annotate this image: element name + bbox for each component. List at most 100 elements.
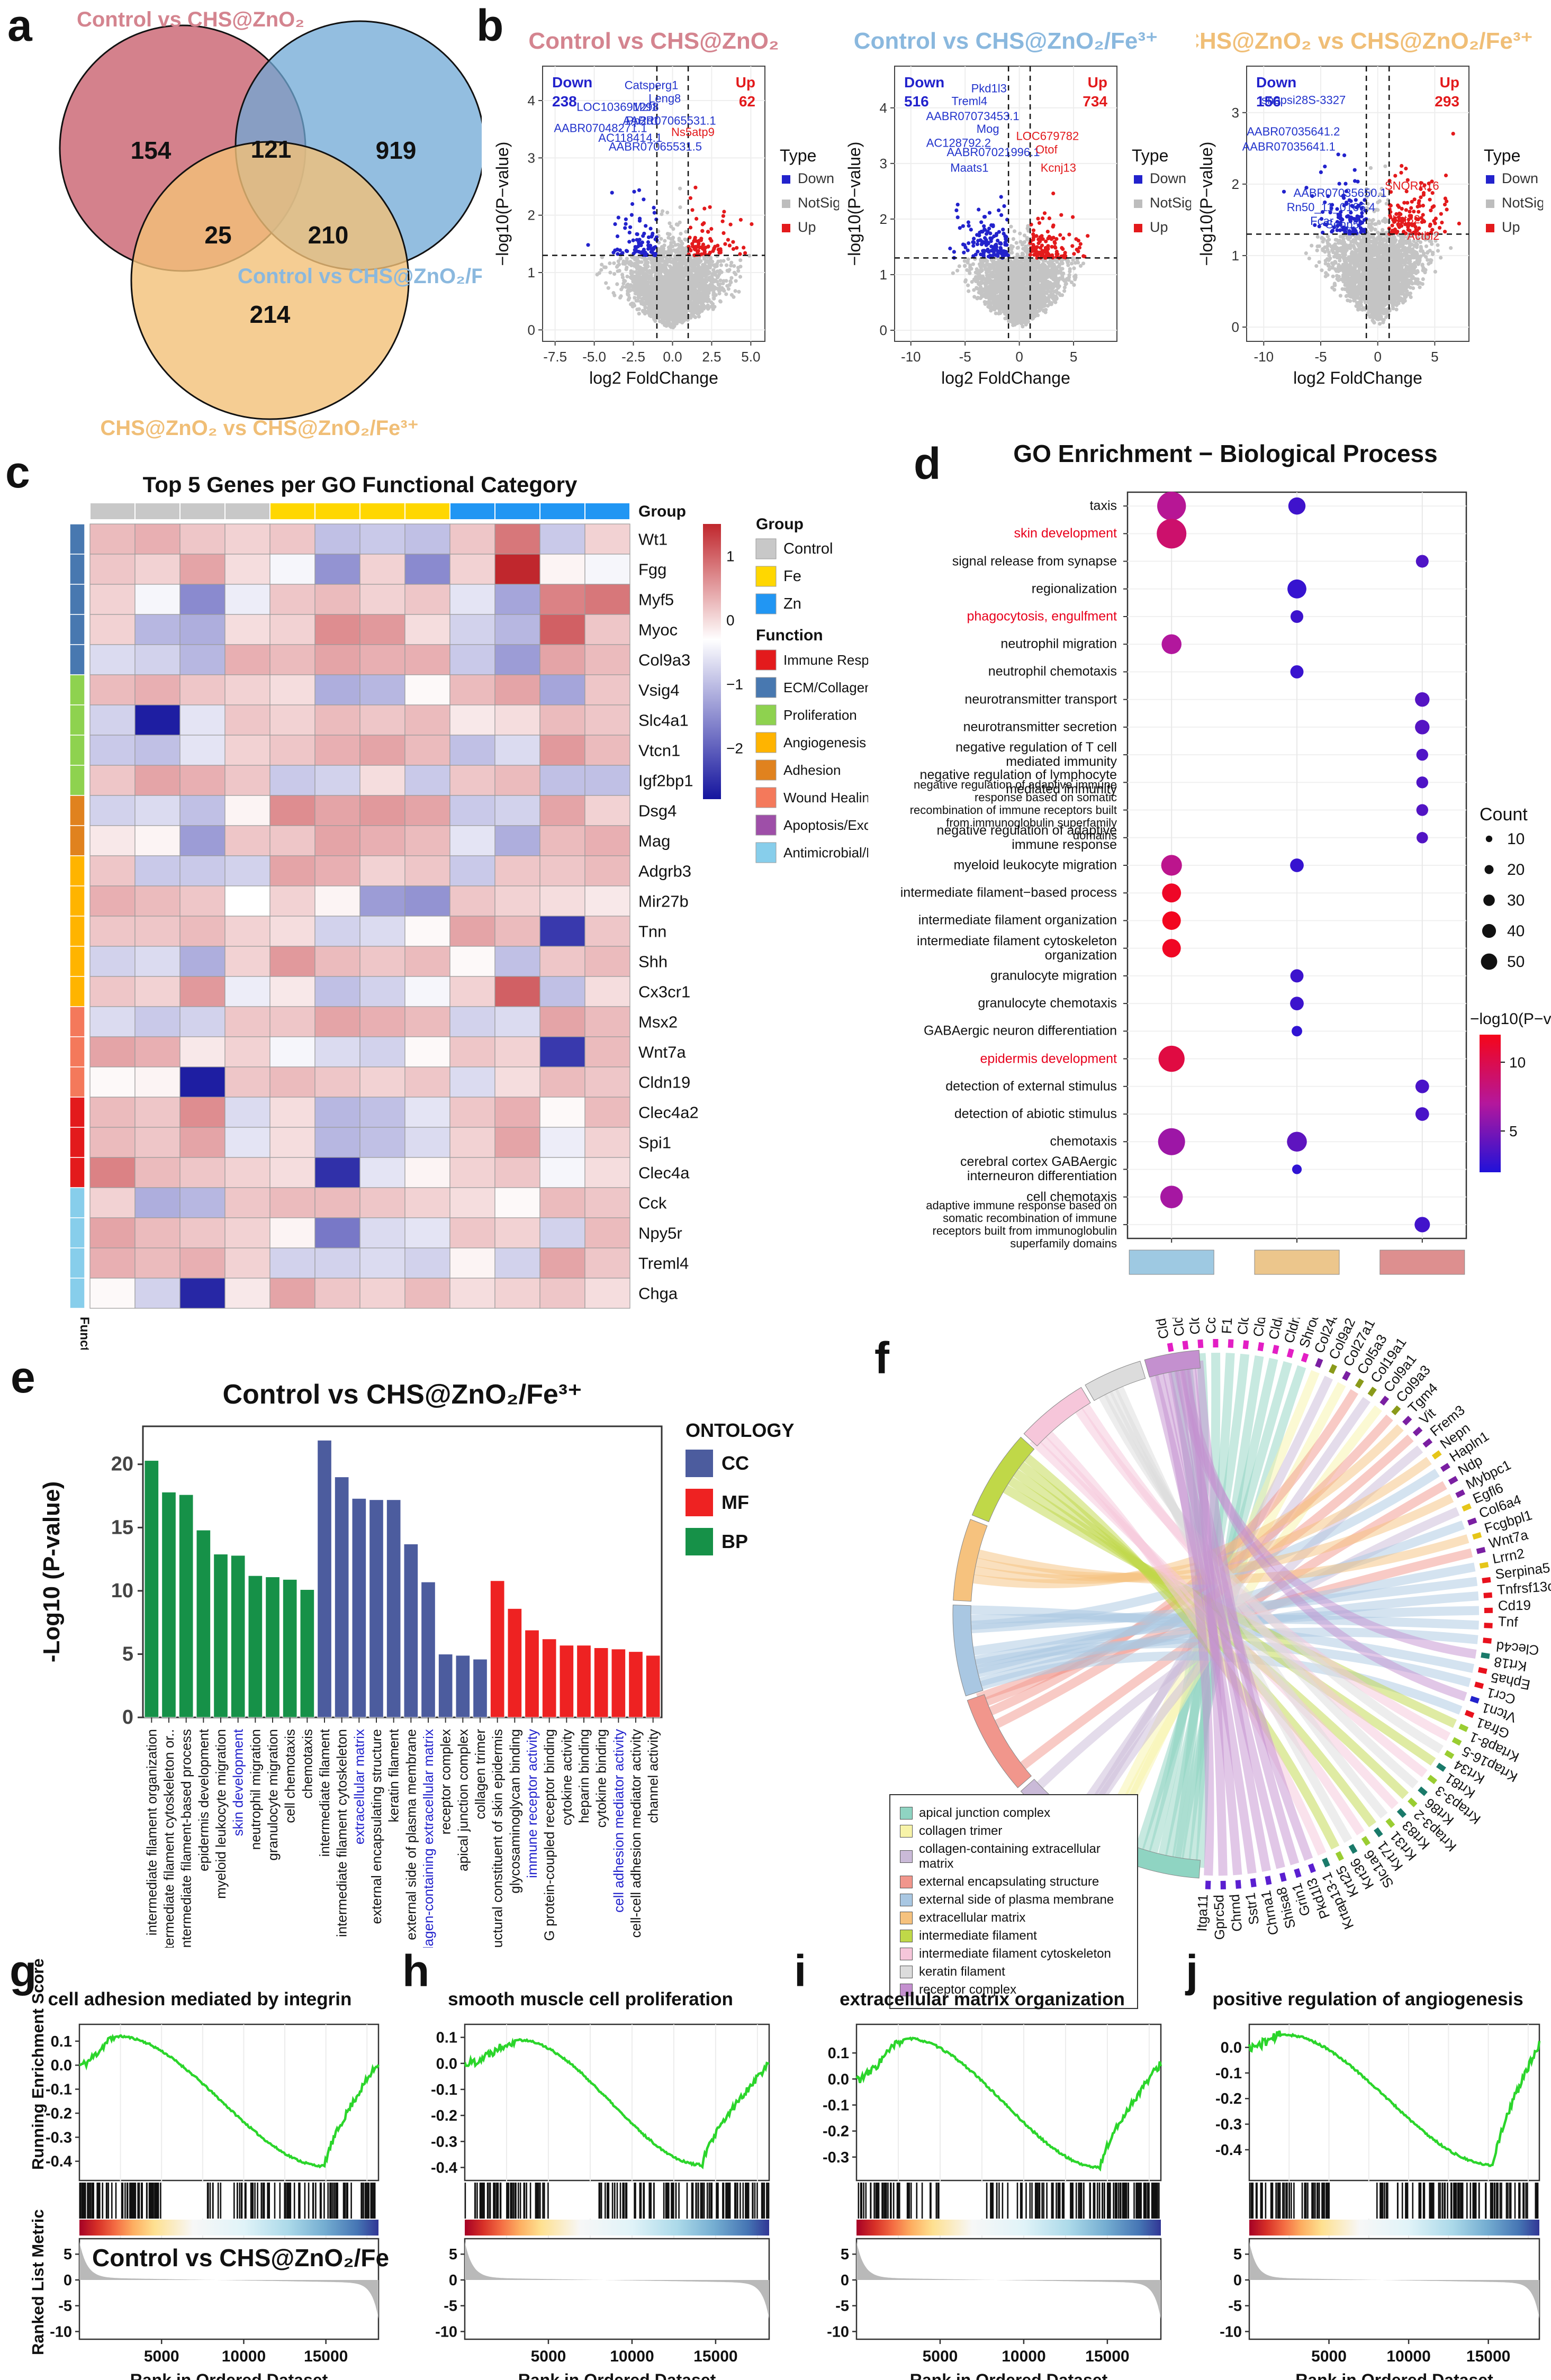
heatmap-gene-label: Fgg [638, 560, 666, 579]
panel-label-i: i [794, 1946, 807, 1996]
chord-gene-label: Ccdc85a [1203, 1318, 1219, 1334]
panel-label-c: c [5, 447, 30, 497]
legend-item-label: Down [1150, 170, 1186, 186]
gsea-x-tick: 10000 [1002, 2348, 1045, 2365]
dotplot-category-label: granulocyte migration [990, 968, 1117, 983]
chord-gene-label: Chrnd [1227, 1894, 1245, 1932]
heatmap-gene-label: Spi1 [638, 1134, 671, 1152]
barchart-x-label: cytokine binding [593, 1729, 609, 1827]
heatmap-gene-label: Mag [638, 832, 670, 850]
y-tick-label: 4 [880, 100, 887, 116]
up-label: Up [736, 74, 755, 91]
x-tick-label: 5 [1431, 349, 1438, 365]
function-legend-label: Adhesion [783, 762, 841, 778]
ontology-legend-label: CC [722, 1452, 749, 1474]
gsea-plot-cell-adhesion: cell adhesion mediated by integrin Runnin… [11, 1958, 389, 2380]
gsea-x-label: Rank in Ordered Dataset [130, 2370, 328, 2380]
gene-label: Pp2d1 [626, 114, 660, 128]
x-tick-label: -10 [901, 349, 921, 365]
x-axis-label: log2 FoldChange [589, 368, 718, 387]
gene-label: AC128792.2 [926, 136, 991, 149]
chord-gene-label: Tnf [1498, 1613, 1519, 1630]
heatmap-top5-genes: Top 5 Genes per GO Functional Category Gr… [32, 471, 954, 1370]
barchart-y-tick: 0 [122, 1706, 133, 1729]
chord-legend-item: external encapsulating structure [900, 1875, 1128, 1889]
legend-title: Type [780, 146, 816, 165]
dotplot-category-label: skin development [1014, 526, 1117, 541]
gsea-x-tick: 10000 [222, 2348, 266, 2365]
gene-label: AC118414.1 [598, 131, 662, 144]
es-tick-label: -0.2 [46, 2105, 72, 2122]
y-tick-label: 4 [528, 93, 535, 108]
function-axis-label: Function [77, 1317, 92, 1350]
heatmap-gene-label: Clec4a2 [638, 1103, 699, 1122]
dotplot-svg: Count 10 20 30 40 50 −log10(P−value) 10 5 [1123, 491, 1551, 1275]
function-legend-title: Function [756, 627, 823, 644]
gene-label: LOC679782 [1016, 130, 1079, 143]
metric-tick-label: 5 [841, 2246, 849, 2263]
chord-legend-label: external encapsulating structure [919, 1875, 1099, 1889]
legend-title: Type [1132, 146, 1168, 165]
down-label: Down [1256, 74, 1296, 91]
chord-gene-label: Tnfrsf13c [1496, 1578, 1551, 1598]
heatmap-gene-label: Vtcn1 [638, 741, 680, 760]
x-tick-label: -7.5 [543, 349, 567, 365]
volcano-svg: Control vs CHS@ZnO₂/Fe³⁺ Down 516 Up 734 Pkd1… [845, 28, 1193, 387]
chord-legend-swatch [900, 1850, 913, 1863]
x-axis-label: log2 FoldChange [941, 368, 1070, 387]
gene-label: AABR07035650.1 [1294, 186, 1387, 200]
gsea-x-tick: 10000 [610, 2348, 654, 2365]
gsea-plot-ecm-organization: extracellular matrix organization 0.1 0.0 -… [793, 1974, 1171, 2380]
legend-item-label: Up [1502, 219, 1520, 235]
metric-tick-label: -10 [50, 2323, 72, 2340]
venn-count: 210 [308, 221, 349, 249]
venn-count: 121 [251, 135, 292, 163]
es-tick-label: -0.3 [1215, 2116, 1242, 2133]
gsea-x-tick: 15000 [1085, 2348, 1129, 2365]
y-tick-label: 2 [1232, 176, 1239, 192]
x-tick-label: 0 [1015, 349, 1023, 365]
es-tick-label: -0.1 [46, 2082, 72, 2098]
barchart-x-label: immune receptor activity [524, 1729, 540, 1878]
panel-label-a: a [7, 1, 32, 50]
chord-legend-item: receptor complex [900, 1983, 1128, 1997]
heatmap-gene-label: Myoc [638, 621, 678, 639]
heatmap-gene-label: Slc4a1 [638, 711, 689, 730]
x-tick-label: -2.5 [621, 349, 645, 365]
y-tick-label: 0 [880, 322, 887, 338]
chord-gene-label: Cldn20 [1149, 1318, 1172, 1340]
metric-tick-label: -5 [1228, 2298, 1242, 2315]
legend-item-label: NotSig [1502, 195, 1543, 211]
chord-legend-swatch [900, 1948, 913, 1960]
barchart-x-label: intermediate filament cytoskeleton [334, 1729, 350, 1937]
gene-label: Leng8 [648, 92, 681, 105]
heatmap-gene-label: Shh [638, 953, 668, 971]
barchart-x-label: channel activity [645, 1729, 661, 1823]
chord-legend-item: intermediate filament [900, 1929, 1128, 1943]
y-axis-label: −log10(P−value) [1197, 142, 1216, 266]
dotplot-category-label: myeloid leukocyte migration [953, 857, 1117, 873]
es-tick-label: 0.0 [436, 2056, 457, 2073]
es-tick-label: -0.3 [823, 2149, 849, 2166]
x-tick-label: -5 [1314, 349, 1327, 365]
volcano-title: Control vs CHS@ZnO₂ [528, 28, 779, 54]
barchart-y-tick: 5 [122, 1643, 133, 1665]
barchart-x-label: cell-cell adhesion mediator activity [628, 1729, 644, 1938]
barchart-y-tick: 20 [111, 1453, 133, 1476]
dotplot-category-label: intermediate filament cytoskeleton organ… [917, 933, 1117, 963]
gene-label: Rn50_11_0166.4 [1287, 201, 1375, 214]
metric-tick-label: 0 [841, 2272, 849, 2289]
barchart-x-label: keratin filament [386, 1729, 402, 1822]
heatmap-gene-label: Cx3cr1 [638, 983, 690, 1001]
es-tick-label: -0.3 [46, 2129, 72, 2146]
barchart-x-label: receptor complex [438, 1729, 454, 1834]
gene-label: Krt32 [1392, 213, 1420, 226]
colorbar-tick: 1 [726, 548, 735, 564]
volcano-title: Control vs CHS@ZnO₂/Fe³⁺ [854, 28, 1158, 54]
chord-legend: apical junction complex collagen trimer co… [889, 1794, 1138, 2009]
volcano-plot-control-vs-chszno2fe: Control vs CHS@ZnO₂/Fe³⁺ Down 516 Up 734 Pkd1… [844, 26, 1193, 408]
metric-tick-label: -10 [435, 2323, 457, 2340]
x-tick-label: -5.0 [582, 349, 606, 365]
heatmap-gene-label: Clec4a [638, 1164, 690, 1182]
volcano-svg: Control vs CHS@ZnO₂Down238Up62Catsperg1L… [493, 28, 841, 387]
